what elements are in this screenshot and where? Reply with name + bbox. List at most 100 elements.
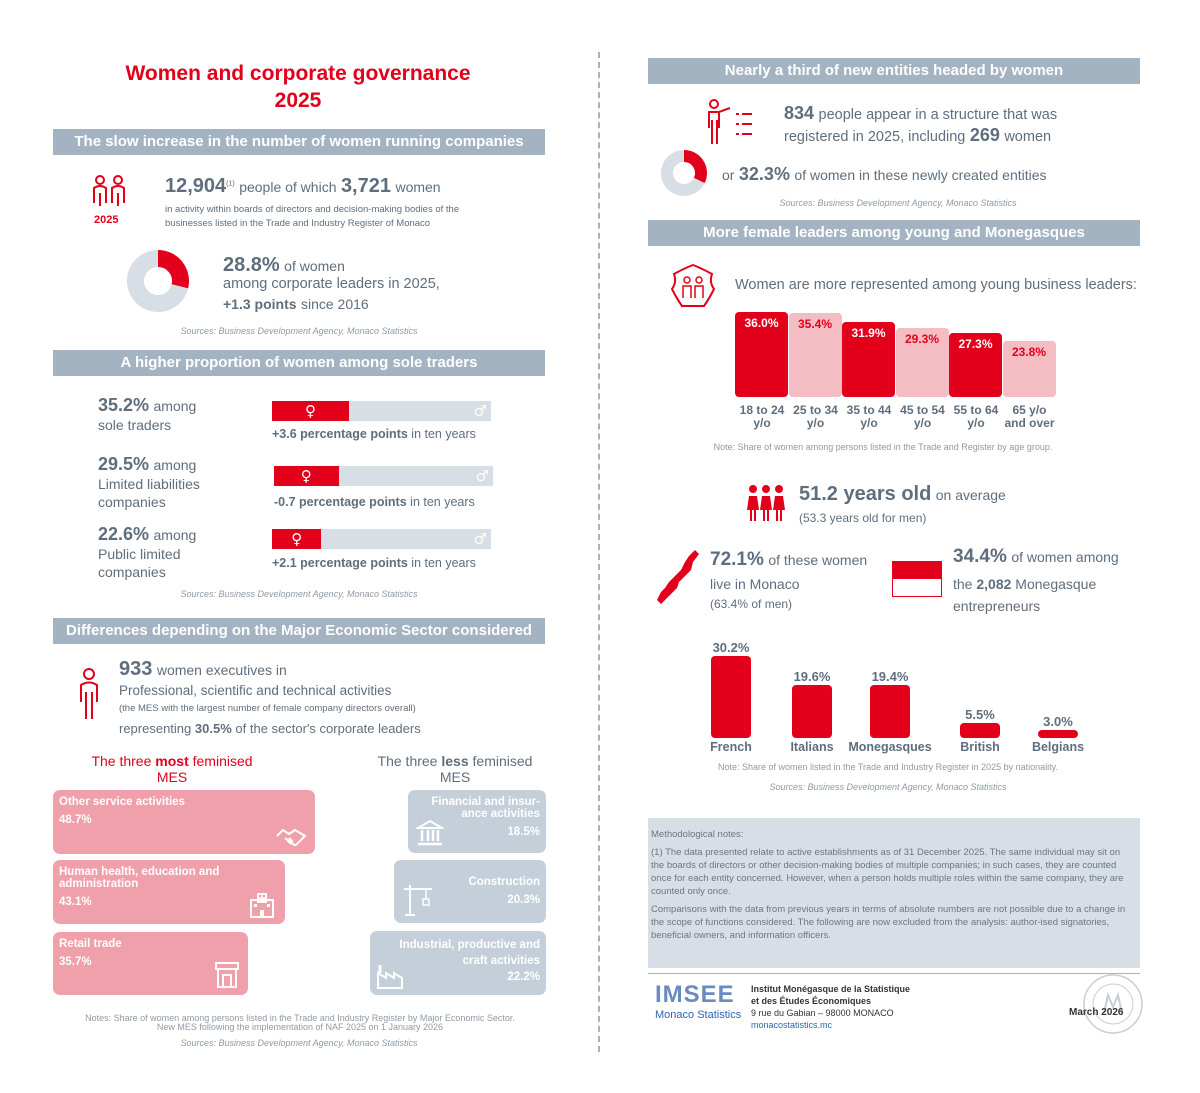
nationality-value-2: 19.4% — [871, 669, 909, 685]
s2-among-1: among — [153, 457, 197, 473]
people-icon — [90, 175, 130, 212]
s3-text1: women executives in — [156, 662, 287, 678]
share-bar-fill-0 — [272, 401, 350, 421]
share-bar-fill-1 — [274, 466, 339, 486]
s2-item-0: 35.2% among sole traders — [98, 396, 196, 434]
age-tick-3: 45 to 54 y/o — [900, 403, 945, 430]
logo-subtitle: Monaco Statistics — [655, 1009, 742, 1021]
website-link[interactable]: monacostatistics.mc — [751, 1020, 833, 1030]
s3-headline: 933 women executives in — [119, 658, 287, 681]
method-p1: (1) The data presented relate to active … — [651, 847, 1124, 897]
s5-avg: 51.2 years old — [799, 483, 932, 505]
s1-pct: 28.8% — [223, 254, 280, 276]
s5-mone-t2b: Monegasque — [1015, 576, 1097, 592]
s3-text4: representing 30.5% of the sector's corpo… — [119, 721, 421, 736]
s3-notes1: Notes: Share of women among persons list… — [85, 1013, 515, 1023]
sector-human-health: Human health, education and administrati… — [53, 860, 285, 924]
s1-points: +1.3 points — [223, 296, 297, 312]
s4-line2: registered in 2025, including 269 women — [784, 125, 1051, 146]
sector-industrial: Industrial, productive and craft activit… — [370, 931, 546, 995]
s5-monaco-t2: live in Monaco — [710, 576, 800, 592]
s4-text1: people appear in a structure that was — [818, 107, 1058, 123]
shop-icon — [215, 962, 239, 988]
sector-name-2: Retail trade — [59, 938, 122, 950]
male-symbol-2: ♂ — [473, 530, 487, 548]
sector-other-services: Other service activities 48.7% — [53, 790, 315, 854]
donut-corporate-leaders — [127, 250, 189, 312]
s2-among-2: among — [153, 527, 197, 543]
age-tick-1: 25 to 34 y/o — [793, 403, 838, 430]
crane-icon — [404, 885, 432, 916]
s5-monaco-men: (63.4% of men) — [710, 597, 793, 611]
nationality-value-1: 19.6% — [793, 668, 831, 684]
s2-change-line-1: -0.7 percentage points in ten years — [274, 495, 475, 509]
s5-mone-line: 34.4% of women among — [953, 546, 1119, 568]
s2-change-line-2: +2.1 percentage points in ten years — [272, 556, 476, 570]
nationality-tick-1: Italians — [790, 740, 834, 754]
s1-desc2: businesses listed in the Trade and Indus… — [165, 218, 431, 229]
s5-avg-text: on average — [935, 487, 1006, 503]
imsee-logo: IMSEE Monaco Statistics — [655, 983, 742, 1022]
banner-s3: Differences depending on the Major Econo… — [53, 618, 545, 644]
donut2-slice-women — [683, 150, 707, 184]
sector-construction: Construction 20.3% — [394, 860, 546, 923]
age-tick-0: 18 to 24 y/o — [739, 403, 785, 430]
s2-suffix-1: in ten years — [410, 495, 475, 509]
less-d: MES — [439, 769, 471, 785]
nationality-tick-4: Belgians — [1031, 740, 1085, 754]
female-symbol-1: ♀ — [300, 467, 312, 485]
sector-name-3: Financial and insur-ance activities — [431, 796, 540, 820]
s1-total: 12,904 — [165, 175, 227, 197]
s1-headline: 12,904(1) people of which 3,721 women — [165, 175, 441, 198]
sector-name-4: Construction — [468, 876, 540, 888]
s1-text2: women — [395, 179, 441, 195]
s2-pct-2: 22.6% — [98, 524, 150, 544]
age-bar-3: 29.3% — [895, 327, 949, 397]
age-bar-0: 36.0% — [735, 312, 788, 397]
female-symbol-2: ♀ — [291, 530, 303, 548]
nationality-value-4: 3.0% — [1043, 713, 1073, 729]
age-bar-4: 27.3% — [949, 332, 1002, 397]
sector-name-1: Human health, education and administrati… — [59, 866, 220, 890]
s3-text4b: 30.5% — [194, 721, 232, 736]
s1-points-line: +1.3 points since 2016 — [223, 296, 369, 314]
presenter-icon — [706, 98, 756, 151]
column-divider — [598, 52, 600, 1052]
s2-label-1a: Limited liabilities — [98, 476, 200, 492]
note-ref: (1) — [226, 180, 235, 188]
s3-source: Sources: Business Development Agency, Mo… — [180, 1038, 418, 1048]
age-tick-4: 55 to 64 y/o — [953, 403, 999, 430]
nationality-tick-3: British — [960, 740, 1000, 754]
handshake-icon — [276, 828, 307, 846]
s4-or: or — [722, 167, 735, 183]
institute-block: Institut Monégasque de la Statistique et… — [751, 983, 910, 1031]
share-bar-fill-2 — [272, 529, 322, 549]
s3-count: 933 — [119, 658, 153, 680]
inst2: et des Études Économiques — [751, 996, 872, 1006]
s2-pct-1: 29.5% — [98, 454, 150, 474]
s1-text1: people of which — [239, 179, 337, 195]
male-symbol-0: ♂ — [473, 402, 487, 420]
sector-value-3: 18.5% — [507, 826, 540, 838]
address: 9 rue du Gabian – 98000 MONACO — [751, 1008, 894, 1018]
s4-line1: 834 people appear in a structure that wa… — [784, 103, 1057, 124]
sector-retail-trade: Retail trade 35.7% — [53, 932, 248, 995]
nationality-tick-0: French — [710, 740, 752, 754]
s3-text4c: of the sector's corporate leaders — [235, 721, 421, 736]
male-symbol-1: ♂ — [475, 467, 489, 485]
year-label: 2025 — [94, 214, 119, 226]
s4-source: Sources: Business Development Agency, Mo… — [779, 198, 1017, 208]
seal-icon — [1082, 973, 1144, 1040]
s5-men-avg: (53.3 years old for men) — [799, 511, 927, 525]
age-bar-1: 35.4% — [788, 313, 842, 397]
s3-notes2: New MES following the implementation of … — [156, 1022, 444, 1032]
s2-among-0: among — [153, 398, 197, 414]
s1-since: since 2016 — [300, 296, 369, 312]
nationality-bar-chart: 30.2% French 19.6% Italians 19.4% Monegasques… — [680, 640, 1100, 758]
most-a: The three — [91, 753, 152, 769]
s2-label-0a: sole traders — [98, 417, 172, 433]
sector-value-2: 35.7% — [59, 956, 92, 968]
age-bar-label-2: 31.9% — [851, 325, 886, 340]
s4-women: 269 — [969, 125, 1000, 145]
s4-line3: or 32.3% of women in these newly created… — [722, 164, 1047, 185]
